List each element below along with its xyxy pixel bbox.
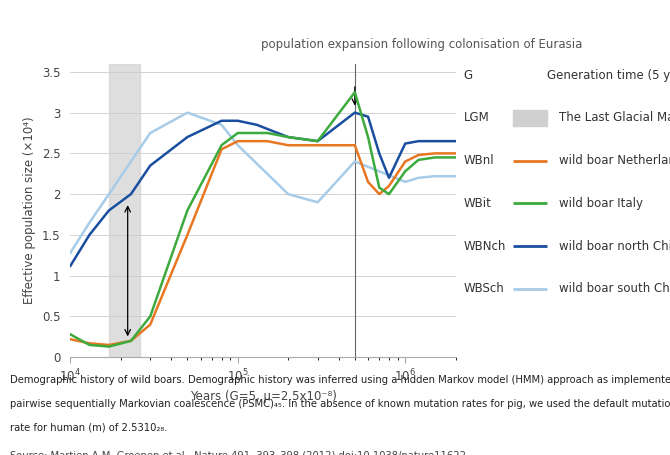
Text: wild boar Netherlands: wild boar Netherlands: [559, 154, 670, 167]
Text: WBSch: WBSch: [464, 283, 505, 295]
Text: population expansion following colonisation of Eurasia: population expansion following colonisat…: [261, 39, 582, 51]
Text: Demographic history of wild boars. Demographic history was inferred using a hidd: Demographic history of wild boars. Demog…: [10, 375, 670, 385]
X-axis label: Years (G=5, μ=2.5x10⁻⁸): Years (G=5, μ=2.5x10⁻⁸): [190, 390, 336, 403]
Y-axis label: Effective population size (×10⁴): Effective population size (×10⁴): [23, 116, 36, 304]
Text: wild boar south China: wild boar south China: [559, 283, 670, 295]
Text: Generation time (5 years): Generation time (5 years): [547, 69, 670, 81]
Text: rate for human (m) of 2.5310₂₈.: rate for human (m) of 2.5310₂₈.: [10, 423, 168, 433]
Bar: [109, 64, 140, 357]
Text: wild boar Italy: wild boar Italy: [559, 197, 643, 210]
Text: wild boar north China: wild boar north China: [559, 240, 670, 253]
Text: WBNch: WBNch: [464, 240, 506, 253]
Text: pairwise sequentially Markovian coalescence (PSMC)₄₅. In the absence of known mu: pairwise sequentially Markovian coalesce…: [10, 399, 670, 409]
Text: Source: Martien A.M. Groenen et al., Nature 491, 393–398 (2012) doi:10.1038/natu: Source: Martien A.M. Groenen et al., Nat…: [10, 451, 466, 455]
Text: The Last Glacial Maximum: The Last Glacial Maximum: [559, 111, 670, 124]
Text: LGM: LGM: [464, 111, 489, 124]
Text: WBnl: WBnl: [464, 154, 494, 167]
Text: WBit: WBit: [464, 197, 492, 210]
Text: G: G: [464, 69, 473, 81]
